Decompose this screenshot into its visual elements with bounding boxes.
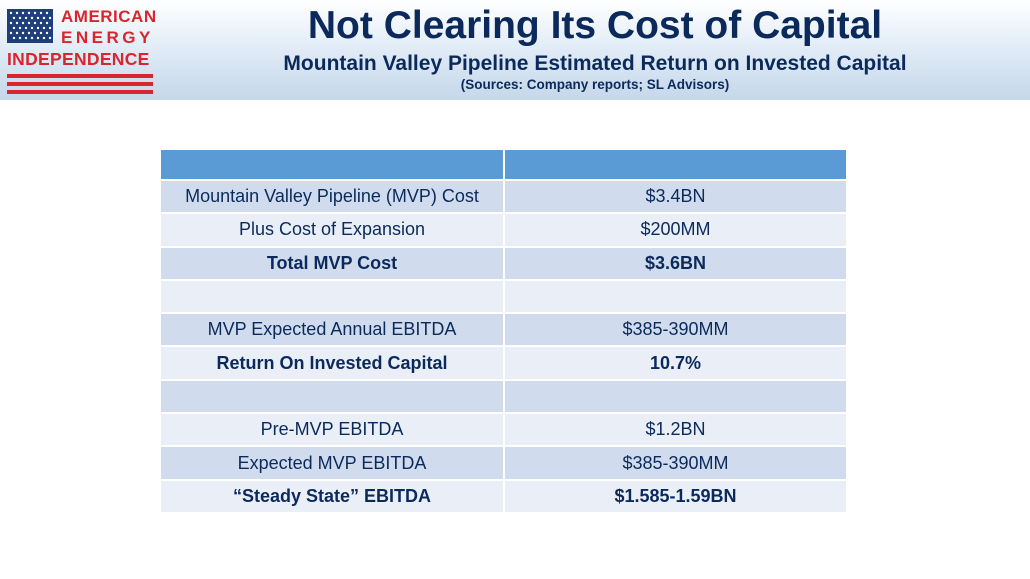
row-label: Total MVP Cost: [159, 245, 505, 281]
row-value: $3.4BN: [503, 178, 848, 215]
row-label: Pre-MVP EBITDA: [159, 412, 505, 448]
logo-line-energy: ENERGY: [61, 28, 154, 47]
row-label: [159, 378, 505, 415]
table-row-roic: Return On Invested Capital 10.7%: [159, 345, 848, 381]
table-header-row: [159, 148, 848, 181]
logo-stripe: [7, 90, 153, 94]
table-row-spacer: [159, 378, 848, 415]
table-row: Mountain Valley Pipeline (MVP) Cost $3.4…: [159, 178, 848, 215]
row-label: Expected MVP EBITDA: [159, 445, 505, 481]
logo-stripe: [7, 74, 153, 78]
page-title: Not Clearing Its Cost of Capital: [307, 4, 883, 47]
table-row: MVP Expected Annual EBITDA $385-390MM: [159, 312, 848, 348]
logo-line-american: AMERICAN: [61, 7, 157, 26]
row-label: Mountain Valley Pipeline (MVP) Cost: [159, 178, 505, 215]
table-header-cell: [159, 148, 505, 181]
table-header-cell: [503, 148, 848, 181]
row-value: $385-390MM: [503, 445, 848, 481]
roic-table: Mountain Valley Pipeline (MVP) Cost $3.4…: [159, 148, 848, 514]
us-flag-icon: [7, 9, 53, 43]
sources-note: (Sources: Company reports; SL Advisors): [460, 77, 730, 92]
row-label: “Steady State” EBITDA: [159, 478, 505, 514]
row-value: $3.6BN: [503, 245, 848, 281]
logo-line-independence: INDEPENDENCE: [7, 49, 150, 69]
table-row: Expected MVP EBITDA $385-390MM: [159, 445, 848, 481]
table-row: Pre-MVP EBITDA $1.2BN: [159, 412, 848, 448]
row-value: 10.7%: [503, 345, 848, 381]
table-row-total-cost: Total MVP Cost $3.6BN: [159, 245, 848, 281]
american-energy-independence-logo: AMERICAN ENERGY INDEPENDENCE: [3, 3, 157, 97]
row-label: Plus Cost of Expansion: [159, 212, 505, 248]
row-label: MVP Expected Annual EBITDA: [159, 312, 505, 348]
row-value: [503, 278, 848, 315]
table-row-spacer: [159, 278, 848, 315]
row-value: $385-390MM: [503, 312, 848, 348]
row-label: [159, 278, 505, 315]
row-value: [503, 378, 848, 415]
row-value: $200MM: [503, 212, 848, 248]
row-value: $1.2BN: [503, 412, 848, 448]
page-subtitle: Mountain Valley Pipeline Estimated Retur…: [283, 52, 907, 75]
row-label: Return On Invested Capital: [159, 345, 505, 381]
header-banner: AMERICAN ENERGY INDEPENDENCE Not Clearin…: [0, 0, 1030, 100]
table-row: Plus Cost of Expansion $200MM: [159, 212, 848, 248]
logo-stripe: [7, 82, 153, 86]
row-value: $1.585-1.59BN: [503, 478, 848, 514]
table-row-steady-state: “Steady State” EBITDA $1.585-1.59BN: [159, 478, 848, 514]
